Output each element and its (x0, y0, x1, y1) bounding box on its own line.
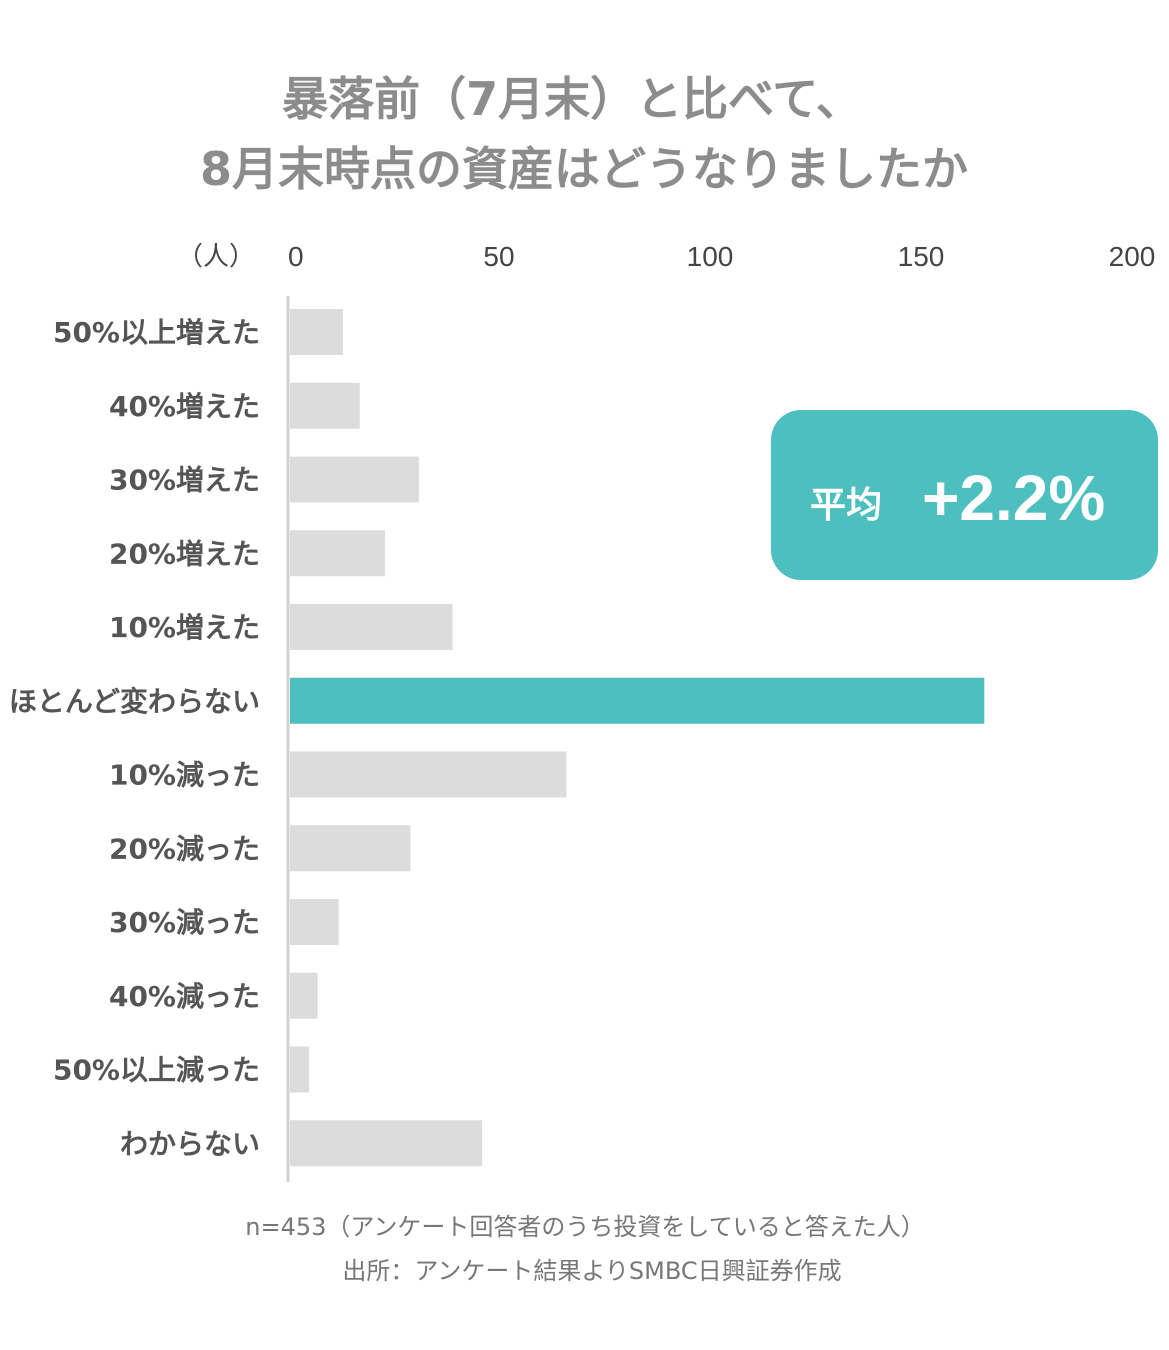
average-callout-value: +2.2% (922, 462, 1105, 534)
bar (290, 972, 318, 1019)
bar (290, 677, 985, 724)
category-label: ほとんど変わらない (9, 685, 260, 718)
bar (290, 1046, 310, 1093)
bar (290, 382, 360, 429)
category-label: 40%増えた (109, 390, 260, 423)
category-label: 20%増えた (109, 537, 260, 570)
bar (290, 751, 567, 798)
category-label: 50%以上減った (53, 1054, 260, 1087)
bar (290, 456, 419, 503)
category-labels: 50%以上増えた 40%増えた 30%増えた 20%増えた 10%増えたほとんど変わらな… (9, 316, 260, 1160)
category-label: 20%減った (109, 832, 260, 865)
bar (290, 309, 343, 355)
x-axis-ticks: 0 50 100 150 200 (288, 241, 1155, 272)
bars (290, 309, 985, 1167)
x-tick-label: 200 (1109, 241, 1156, 272)
footnote-sample: n=453（アンケート回答者のうち投資をしていると答えた人） (245, 1213, 924, 1241)
bar (290, 1120, 483, 1167)
category-label: 30%減った (109, 906, 260, 939)
x-tick-label: 50 (483, 241, 514, 272)
bar (290, 604, 453, 650)
category-label: 10%増えた (109, 611, 260, 644)
category-label: 50%以上増えた (53, 316, 260, 349)
bar (290, 530, 386, 577)
average-callout-label: 平均 (810, 485, 882, 526)
category-label: わからない (120, 1127, 260, 1160)
category-label: 10%減った (109, 759, 260, 792)
bar (290, 825, 411, 872)
chart-title-line2: 8月末時点の資産はどうなりましたか (200, 142, 968, 196)
x-tick-label: 0 (288, 241, 304, 272)
footnote-source: 出所：アンケート結果よりSMBC日興証券作成 (342, 1257, 841, 1285)
average-callout-box (771, 410, 1158, 580)
average-callout: 平均 +2.2% (771, 410, 1158, 580)
category-label: 30%増えた (109, 464, 260, 497)
axis-unit-label: （人） (177, 242, 255, 272)
bar (290, 899, 339, 945)
category-label: 40%減った (109, 980, 260, 1013)
chart-title-line1: 暴落前（7月末）と比べて、 (282, 72, 862, 126)
x-tick-label: 100 (687, 241, 734, 272)
x-tick-label: 150 (898, 241, 945, 272)
